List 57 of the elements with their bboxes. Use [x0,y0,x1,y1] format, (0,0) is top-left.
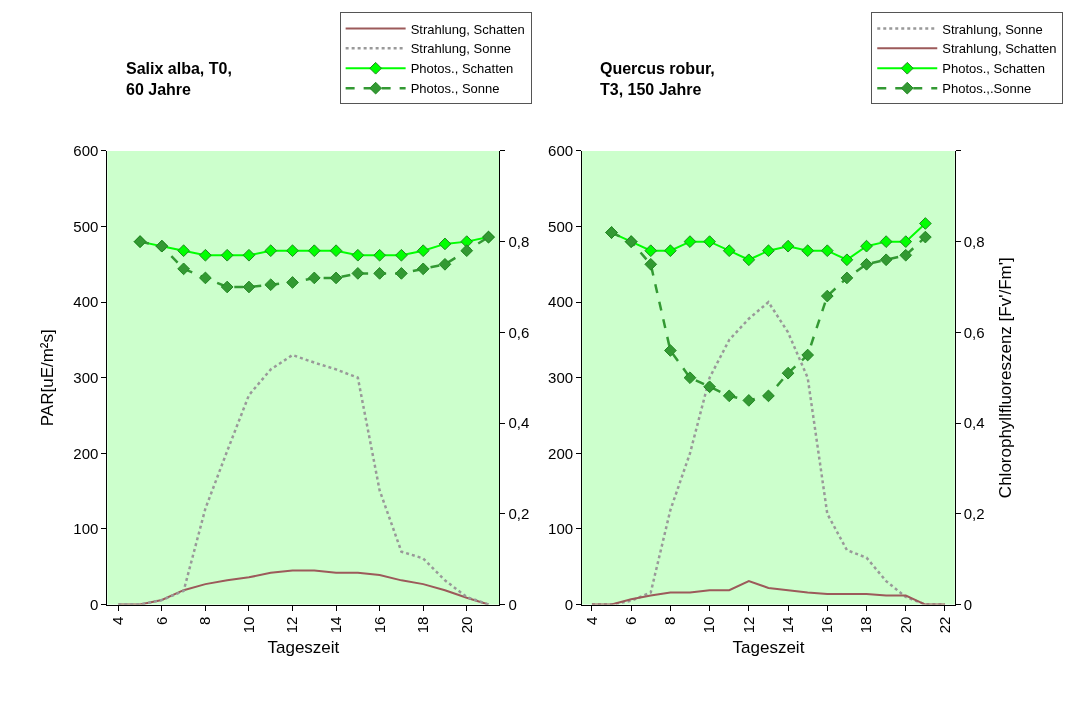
x-tick-label: 14 [326,616,344,634]
y-axis-title: PAR[uE/m²s] [37,329,57,427]
legend-label: Strahlung, Sonne [410,41,512,57]
x-tick-label: 20 [457,616,475,634]
y2-tick-label: 0,8 [508,232,530,250]
x-tick-label: 12 [739,616,757,634]
y-tick-label: 500 [548,217,574,235]
y-tick-label: 300 [73,368,99,386]
y2-tick-label: 0 [508,595,517,613]
y2-tick-label: 0,2 [508,505,530,523]
legend-label: Strahlung, Schatten [942,41,1057,57]
chart-title: Salix alba, T0, 60 Jahre [126,60,232,98]
y-tick-label: 500 [73,217,99,235]
y2-tick-label: 0,6 [963,323,985,341]
y-tick-label: 300 [548,368,574,386]
x-tick-label: 4 [109,616,127,625]
y2-tick-label: 0 [963,595,973,613]
y-tick-label: 200 [73,444,99,462]
x-tick-label: 6 [152,616,170,625]
y-tick-label: 600 [73,142,99,160]
x-tick-label: 16 [370,616,388,634]
x-tick-label: 6 [622,616,640,625]
y2-tick-label: 0,4 [508,414,530,432]
y-tick-label: 400 [73,293,99,311]
x-axis-title: Tageszeit [267,637,340,657]
y-tick-label: 200 [548,444,574,462]
x-tick-label: 12 [283,616,301,634]
legend-label: Strahlung, Schatten [410,21,525,37]
x-axis-title: Tageszeit [732,637,805,657]
y-tick-label: 0 [564,595,574,613]
y-tick-label: 0 [90,595,99,613]
x-tick-label: 20 [896,616,914,634]
y-tick-label: 600 [548,142,574,160]
x-tick-label: 10 [700,616,718,634]
y2-tick-label: 0,4 [963,414,985,432]
x-tick-label: 8 [196,616,214,625]
y2-tick-label: 0,6 [508,323,530,341]
chart-title: Quercus robur, T3, 150 Jahre [600,60,715,98]
legend-label: Photos.,.Sonne [942,81,1032,97]
y2-tick-label: 0,8 [963,232,985,250]
x-tick-label: 4 [582,616,600,625]
x-tick-label: 16 [818,616,836,634]
y2-axis-title: Chlorophyllfluoreszenz [Fv'/Fm'] [996,257,1016,499]
y2-tick-label: 0,2 [963,505,985,523]
legend-label: Photos., Schatten [410,61,514,77]
legend-label: Photos., Sonne [410,81,500,97]
x-tick-label: 18 [857,616,875,634]
y-tick-label: 100 [548,520,574,538]
legend-label: Strahlung, Sonne [942,21,1043,37]
x-tick-label: 8 [661,616,679,625]
x-tick-label: 14 [778,616,796,634]
x-tick-label: 22 [935,616,953,634]
y-tick-label: 400 [548,293,574,311]
y-tick-label: 100 [73,520,99,538]
x-tick-label: 18 [414,616,432,634]
legend-label: Photos., Schatten [942,61,1045,77]
x-tick-label: 10 [239,616,257,634]
